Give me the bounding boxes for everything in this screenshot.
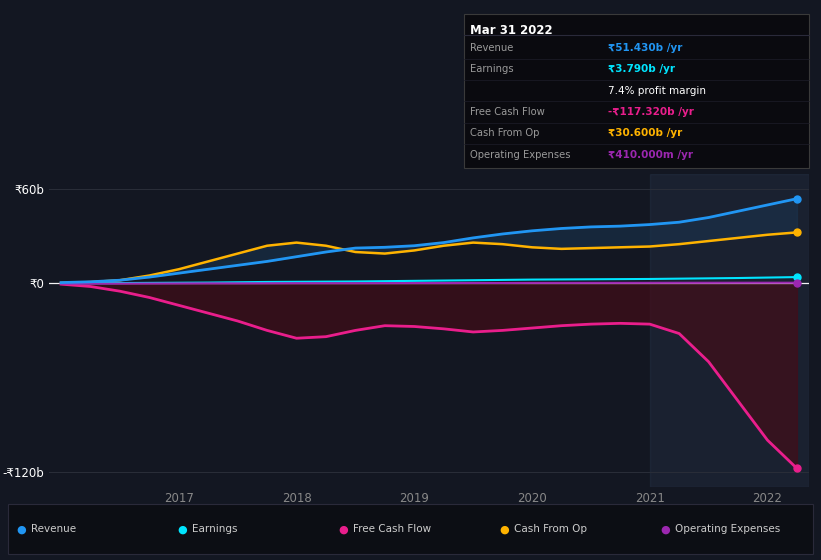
Text: Operating Expenses: Operating Expenses — [470, 150, 571, 160]
Text: Mar 31 2022: Mar 31 2022 — [470, 24, 553, 37]
Text: Free Cash Flow: Free Cash Flow — [470, 107, 545, 117]
Bar — [649, 174, 809, 487]
Text: ₹3.790b /yr: ₹3.790b /yr — [608, 64, 675, 74]
Text: ●: ● — [660, 524, 670, 534]
Text: ₹51.430b /yr: ₹51.430b /yr — [608, 43, 682, 53]
Text: ●: ● — [338, 524, 348, 534]
Text: ●: ● — [16, 524, 26, 534]
Text: 7.4% profit margin: 7.4% profit margin — [608, 86, 705, 96]
Text: Free Cash Flow: Free Cash Flow — [353, 524, 431, 534]
Text: Earnings: Earnings — [470, 64, 514, 74]
Text: Earnings: Earnings — [192, 524, 237, 534]
Text: -₹117.320b /yr: -₹117.320b /yr — [608, 107, 694, 117]
Text: Operating Expenses: Operating Expenses — [675, 524, 780, 534]
Text: Cash From Op: Cash From Op — [470, 128, 540, 138]
Text: ●: ● — [499, 524, 509, 534]
Text: ₹30.600b /yr: ₹30.600b /yr — [608, 128, 681, 138]
Text: ●: ● — [177, 524, 187, 534]
Text: Cash From Op: Cash From Op — [514, 524, 587, 534]
Text: ₹410.000m /yr: ₹410.000m /yr — [608, 150, 693, 160]
Text: Revenue: Revenue — [31, 524, 76, 534]
Text: Revenue: Revenue — [470, 43, 514, 53]
